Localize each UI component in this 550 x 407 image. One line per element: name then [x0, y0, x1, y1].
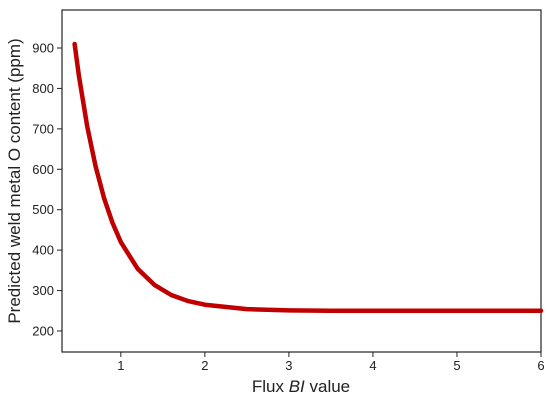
x-tick-label: 2	[201, 358, 208, 373]
x-tick-label: 5	[453, 358, 460, 373]
x-tick-label: 1	[117, 358, 124, 373]
y-tick-label: 200	[32, 323, 54, 338]
x-tick-label: 4	[369, 358, 376, 373]
plot-frame	[61, 9, 542, 353]
y-tick-label: 300	[32, 283, 54, 298]
y-tick-label: 700	[32, 121, 54, 136]
y-tick-label: 900	[32, 41, 54, 56]
x-tick-label: 6	[537, 358, 544, 373]
x-axis-label: Flux BI value	[252, 377, 350, 396]
y-axis-label: Predicted weld metal O content (ppm)	[5, 38, 24, 323]
x-label-part: value	[305, 377, 350, 396]
data-line	[72, 41, 544, 314]
x-tick-label: 3	[285, 358, 292, 373]
y-tick-label: 600	[32, 162, 54, 177]
y-tick-label: 800	[32, 81, 54, 96]
y-tick-label: 400	[32, 243, 54, 258]
x-label-part: BI	[289, 377, 305, 396]
y-tick-label: 500	[32, 202, 54, 217]
x-label-part: Flux	[252, 377, 289, 396]
